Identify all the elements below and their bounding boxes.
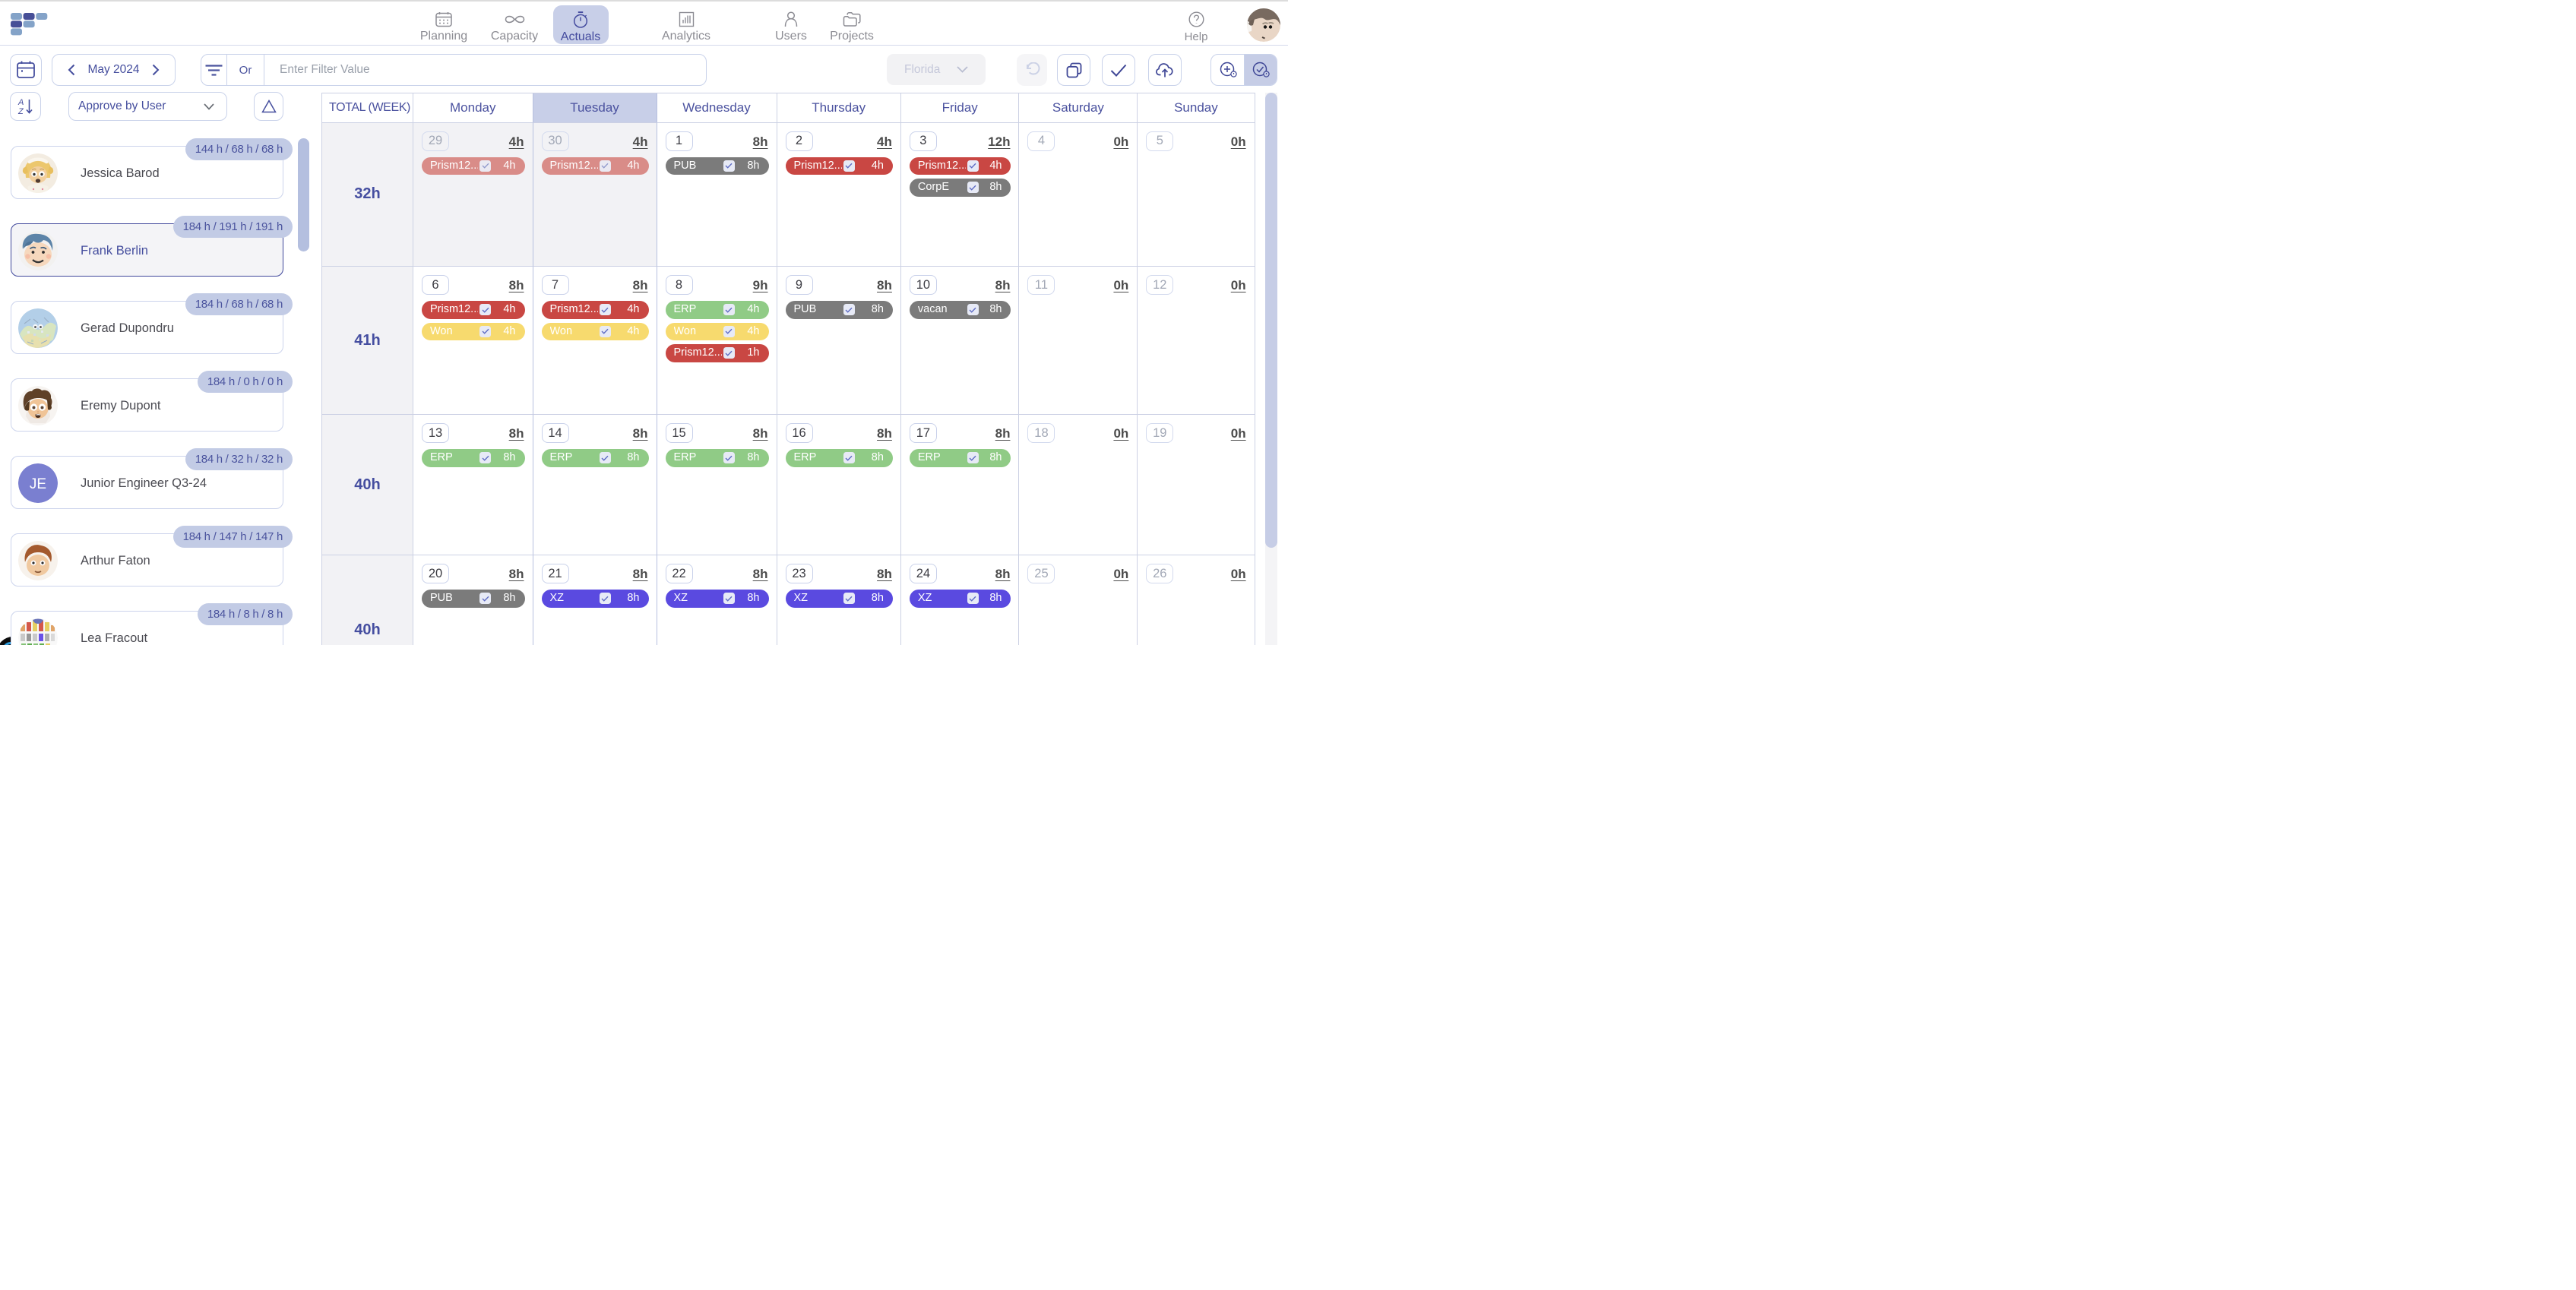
svg-text:JE: JE xyxy=(30,476,46,492)
svg-text:A: A xyxy=(17,98,24,107)
svg-text:Z: Z xyxy=(17,107,24,115)
